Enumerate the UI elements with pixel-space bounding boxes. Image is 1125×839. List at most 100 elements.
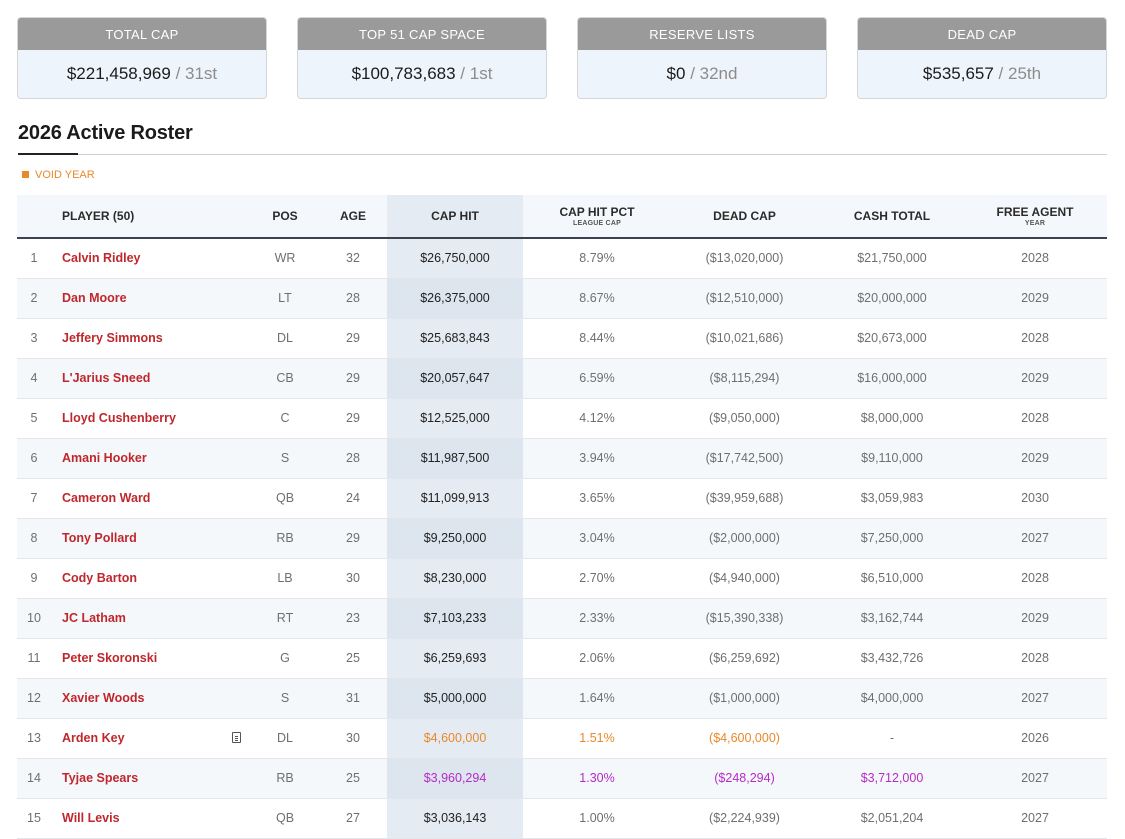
age: 29 bbox=[346, 411, 360, 425]
col-age[interactable]: AGE bbox=[328, 195, 378, 237]
cash-total: $3,162,744 bbox=[860, 611, 924, 625]
table-row: 10 JC Latham RT 23 $7,103,233 2.33% ($15,390,3… bbox=[17, 599, 1107, 639]
player-name[interactable]: Tony Pollard bbox=[62, 531, 137, 545]
position: LB bbox=[277, 571, 293, 585]
card-label: RESERVE LISTS bbox=[578, 18, 826, 50]
col-cap-hit-pct[interactable]: CAP HIT PCT LEAGUE CAP bbox=[527, 195, 667, 237]
player-name[interactable]: Dan Moore bbox=[62, 291, 127, 305]
player-name[interactable]: Calvin Ridley bbox=[62, 251, 141, 265]
row-number: 8 bbox=[30, 531, 38, 545]
cash-total: $20,673,000 bbox=[857, 331, 927, 345]
age: 29 bbox=[346, 331, 360, 345]
dead-cap: ($39,959,688) bbox=[705, 491, 784, 505]
row-number: 15 bbox=[27, 811, 41, 825]
table-row: 14 Tyjae Spears RB 25 $3,960,294 1.30% ($248,2… bbox=[17, 759, 1107, 799]
cap-hit: $9,250,000 bbox=[387, 519, 523, 558]
row-number: 5 bbox=[30, 411, 38, 425]
col-free-agent-sub: YEAR bbox=[1024, 220, 1046, 227]
free-agent-year: 2029 bbox=[1021, 611, 1049, 625]
free-agent-year: 2029 bbox=[1021, 291, 1049, 305]
cash-total: $8,000,000 bbox=[860, 411, 924, 425]
player-name[interactable]: L'Jarius Sneed bbox=[62, 371, 151, 385]
row-number: 9 bbox=[30, 571, 38, 585]
dead-cap: ($2,224,939) bbox=[709, 811, 780, 825]
dead-cap: ($13,020,000) bbox=[705, 251, 784, 265]
card-top51-cap-space: TOP 51 CAP SPACE $100,783,683 / 1st bbox=[297, 17, 547, 99]
position: QB bbox=[275, 811, 295, 825]
dead-cap: ($8,115,294) bbox=[709, 371, 780, 385]
position: DL bbox=[277, 731, 293, 745]
card-value-line: $221,458,969 / 31st bbox=[18, 50, 266, 98]
player-name[interactable]: Tyjae Spears bbox=[62, 771, 139, 785]
row-number: 6 bbox=[30, 451, 38, 465]
cap-hit: $6,259,693 bbox=[387, 639, 523, 678]
table-row: 4 L'Jarius Sneed CB 29 $20,057,647 6.59% ($8,1… bbox=[17, 359, 1107, 399]
cap-hit: $20,057,647 bbox=[387, 359, 523, 398]
age: 28 bbox=[346, 451, 360, 465]
cash-total: $4,000,000 bbox=[860, 691, 924, 705]
player-name[interactable]: Peter Skoronski bbox=[62, 651, 158, 665]
player-name[interactable]: Amani Hooker bbox=[62, 451, 147, 465]
row-number: 13 bbox=[27, 731, 41, 745]
cap-hit: $25,683,843 bbox=[387, 319, 523, 358]
col-player[interactable]: PLAYER (50) bbox=[62, 195, 242, 237]
player-name[interactable]: Xavier Woods bbox=[62, 691, 145, 705]
col-free-agent[interactable]: FREE AGENT YEAR bbox=[967, 195, 1103, 237]
cash-total: $6,510,000 bbox=[860, 571, 924, 585]
cap-hit-pct: 6.59% bbox=[579, 371, 615, 385]
table-row: 8 Tony Pollard RB 29 $9,250,000 3.04% ($2,000,… bbox=[17, 519, 1107, 559]
card-value-line: $535,657 / 25th bbox=[858, 50, 1106, 98]
table-row: 12 Xavier Woods S 31 $5,000,000 1.64% ($1,000,… bbox=[17, 679, 1107, 719]
position: DL bbox=[277, 331, 293, 345]
cap-hit: $4,600,000 bbox=[387, 719, 523, 758]
free-agent-year: 2028 bbox=[1021, 251, 1049, 265]
position: QB bbox=[275, 491, 295, 505]
note-icon[interactable] bbox=[232, 732, 241, 743]
age: 24 bbox=[346, 491, 360, 505]
player-name[interactable]: Arden Key bbox=[62, 731, 125, 745]
card-rank: / 1st bbox=[460, 64, 493, 83]
age: 23 bbox=[346, 611, 360, 625]
card-label: TOTAL CAP bbox=[18, 18, 266, 50]
col-player-label: PLAYER (50) bbox=[62, 209, 135, 223]
player-name[interactable]: Will Levis bbox=[62, 811, 120, 825]
player-name[interactable]: Jeffery Simmons bbox=[62, 331, 163, 345]
cap-hit-pct: 3.94% bbox=[579, 451, 615, 465]
col-pos[interactable]: POS bbox=[260, 195, 310, 237]
free-agent-year: 2028 bbox=[1021, 331, 1049, 345]
player-name[interactable]: JC Latham bbox=[62, 611, 126, 625]
cap-hit: $7,103,233 bbox=[387, 599, 523, 638]
table-row: 2 Dan Moore LT 28 $26,375,000 8.67% ($12,510,0… bbox=[17, 279, 1107, 319]
cash-total: $9,110,000 bbox=[861, 451, 923, 465]
dead-cap: ($2,000,000) bbox=[709, 531, 780, 545]
position: RB bbox=[276, 531, 294, 545]
cash-total: $2,051,204 bbox=[860, 811, 924, 825]
free-agent-year: 2029 bbox=[1021, 451, 1049, 465]
col-cap-hit[interactable]: CAP HIT bbox=[387, 195, 523, 237]
col-dead-cap[interactable]: DEAD CAP bbox=[677, 195, 812, 237]
dead-cap: ($12,510,000) bbox=[705, 291, 784, 305]
cash-total: $3,712,000 bbox=[860, 771, 924, 785]
cap-hit: $12,525,000 bbox=[387, 399, 523, 438]
player-name[interactable]: Cameron Ward bbox=[62, 491, 151, 505]
row-number: 1 bbox=[30, 251, 38, 265]
age: 32 bbox=[346, 251, 360, 265]
dead-cap: ($6,259,692) bbox=[709, 651, 780, 665]
cap-hit: $3,036,143 bbox=[387, 799, 523, 838]
cap-hit-pct: 3.04% bbox=[579, 531, 615, 545]
col-cap-hit-pct-label: CAP HIT PCT bbox=[559, 205, 635, 219]
col-free-agent-label: FREE AGENT bbox=[996, 205, 1074, 219]
age: 28 bbox=[346, 291, 360, 305]
player-name[interactable]: Lloyd Cushenberry bbox=[62, 411, 176, 425]
cap-hit-pct: 1.30% bbox=[579, 771, 615, 785]
player-name[interactable]: Cody Barton bbox=[62, 571, 137, 585]
position: WR bbox=[274, 251, 296, 265]
card-rank: / 25th bbox=[998, 64, 1042, 83]
dead-cap: ($4,940,000) bbox=[709, 571, 780, 585]
cap-hit-pct: 8.67% bbox=[579, 291, 615, 305]
dead-cap: ($1,000,000) bbox=[709, 691, 780, 705]
col-cash-total[interactable]: CASH TOTAL bbox=[822, 195, 962, 237]
col-age-label: AGE bbox=[339, 209, 366, 223]
free-agent-year: 2028 bbox=[1021, 651, 1049, 665]
cash-total: $21,750,000 bbox=[857, 251, 927, 265]
